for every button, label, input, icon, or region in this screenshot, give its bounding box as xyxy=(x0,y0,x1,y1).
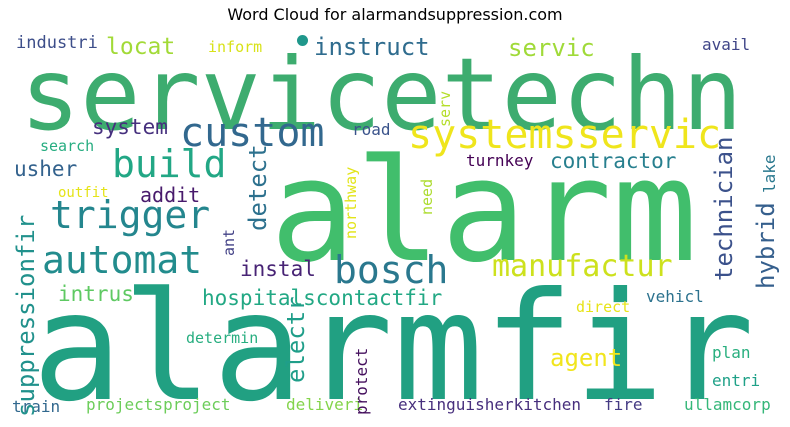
word-hybrid: hybrid xyxy=(752,202,780,289)
word-ant: ant xyxy=(220,228,238,256)
word-servic: servic xyxy=(508,34,595,62)
word-alarm: alarm xyxy=(270,129,698,294)
word-technician: technician xyxy=(710,136,738,282)
word-alarmfir: alarmfir xyxy=(32,261,755,419)
word-instruct: instruct xyxy=(314,33,430,61)
word-vehicl: vehicl xyxy=(646,287,704,306)
word-intrus: intrus xyxy=(58,282,134,306)
word-lake: lake xyxy=(760,154,779,193)
word-industri: industri xyxy=(16,33,98,53)
word-entri: entri xyxy=(712,371,761,390)
word-hospitalscontactfir: hospitalscontactfir xyxy=(202,286,443,310)
word-ullamcorp: ullamcorp xyxy=(684,395,771,414)
word-instal: instal xyxy=(240,257,316,281)
word-electr: electr xyxy=(282,296,310,383)
word-bosch: bosch xyxy=(334,248,449,292)
word-train: train xyxy=(12,397,61,416)
word-usher: usher xyxy=(14,157,78,181)
word-search: search xyxy=(40,137,95,155)
word-determin: determin xyxy=(186,329,259,347)
chart-title: Word Cloud for alarmandsuppression.com xyxy=(227,5,563,24)
word-locat: locat xyxy=(106,34,176,60)
word-plan: plan xyxy=(712,343,751,362)
word-inform: inform xyxy=(208,38,263,56)
word-direct: direct xyxy=(576,298,631,316)
word-suppressionfir: suppressionfir xyxy=(12,214,40,417)
word-dot xyxy=(297,35,308,46)
word-road: road xyxy=(352,120,391,139)
word-outfit: outfit xyxy=(58,185,109,201)
word-trigger: trigger xyxy=(50,193,211,237)
word-avail: avail xyxy=(702,35,751,54)
word-build: build xyxy=(112,142,227,186)
word-systemsservic: systemsservic xyxy=(408,112,722,158)
word-projectsproject: projectsproject xyxy=(86,395,231,414)
word-contractor: contractor xyxy=(550,149,677,173)
word-servicetechn: servicetechn xyxy=(20,36,743,153)
word-protect: protect xyxy=(352,347,371,415)
word-northway: northway xyxy=(342,166,360,239)
word-turnkey: turnkey xyxy=(466,151,534,170)
word-detect: detect xyxy=(244,144,272,231)
word-custom: custom xyxy=(180,110,325,156)
word-automat: automat xyxy=(42,238,203,282)
word-need: need xyxy=(418,178,436,215)
word-manufactur: manufactur xyxy=(492,249,673,284)
word-fire: fire xyxy=(604,395,643,414)
word-serv: serv xyxy=(436,90,454,127)
word-deliveri: deliveri xyxy=(286,395,364,414)
word-addit: addit xyxy=(140,183,201,207)
word-agent: agent xyxy=(550,344,623,372)
word-cloud: servicetechn alarm alarmfir systemsservi… xyxy=(12,33,780,419)
word-extinguisherkitchen: extinguisherkitchen xyxy=(398,395,582,414)
word-system: system xyxy=(92,115,168,139)
